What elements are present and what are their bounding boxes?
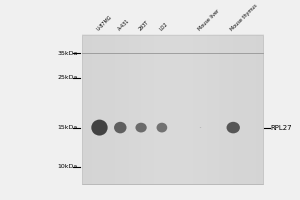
Ellipse shape xyxy=(157,123,167,132)
Ellipse shape xyxy=(91,120,108,136)
Text: 25kDa: 25kDa xyxy=(57,75,78,80)
Text: 10kDa: 10kDa xyxy=(58,164,78,169)
Bar xyxy=(82,35,263,184)
Ellipse shape xyxy=(226,122,240,133)
Text: Mouse liver: Mouse liver xyxy=(197,8,220,32)
Ellipse shape xyxy=(114,122,127,133)
Text: 35kDa: 35kDa xyxy=(57,51,78,56)
Text: U-87MG: U-87MG xyxy=(96,14,113,32)
Text: 15kDa: 15kDa xyxy=(58,125,78,130)
Text: RPL27: RPL27 xyxy=(270,125,292,131)
Ellipse shape xyxy=(200,127,201,128)
Text: A-431: A-431 xyxy=(117,18,130,32)
Text: LO2: LO2 xyxy=(158,21,169,32)
Text: Mouse thymus: Mouse thymus xyxy=(230,3,259,32)
Ellipse shape xyxy=(135,123,147,132)
Text: 293T: 293T xyxy=(137,20,150,32)
